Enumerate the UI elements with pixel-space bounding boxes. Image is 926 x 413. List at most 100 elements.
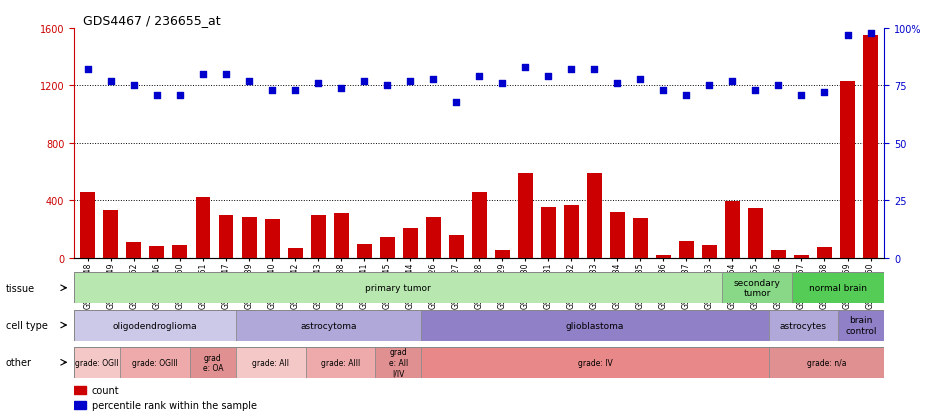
Text: brain
control: brain control [845,316,877,335]
Point [172,92,187,99]
Text: grade: OGII: grade: OGII [76,358,119,367]
Point [265,88,280,94]
Text: grad
e: AII
I/IV: grad e: AII I/IV [389,348,407,377]
Bar [794,255,809,258]
Point [817,90,832,96]
Bar [656,255,670,258]
Bar [74,347,120,378]
Text: oligodendroglioma: oligodendroglioma [113,321,197,330]
Point [380,83,394,90]
Text: astrocytes: astrocytes [780,321,827,330]
Text: grade: AII: grade: AII [253,358,289,367]
Point [610,81,625,87]
Bar [769,347,884,378]
Bar [494,250,509,258]
Bar [564,205,579,258]
Point [587,67,602,74]
Bar [471,192,487,258]
Bar [722,273,792,304]
Bar [190,347,236,378]
Point [333,85,348,92]
Bar [127,242,142,258]
Text: cell type: cell type [6,320,47,330]
Text: normal brain: normal brain [809,284,867,292]
Text: primary tumor: primary tumor [365,284,432,292]
Point [471,74,486,81]
Bar [74,310,236,341]
Bar [236,310,421,341]
Point [494,81,509,87]
Bar [771,250,786,258]
Bar [863,36,878,258]
Bar [172,245,187,258]
Bar [792,273,884,304]
Bar [380,237,394,258]
Bar [421,310,769,341]
Bar [74,401,86,409]
Point [863,30,878,37]
Point [795,92,809,99]
Point [195,71,210,78]
Point [656,88,670,94]
Text: grad
e: OA: grad e: OA [203,353,223,372]
Bar [421,347,769,378]
Point [840,33,855,39]
Bar [357,244,371,258]
Bar [632,219,648,258]
Point [357,78,371,85]
Bar [81,192,95,258]
Point [748,88,763,94]
Text: count: count [92,385,119,395]
Bar [838,310,884,341]
Bar [195,198,210,258]
Bar [74,273,722,304]
Bar [679,241,694,258]
Bar [236,347,306,378]
Bar [449,236,464,258]
Point [541,74,556,81]
Point [725,78,740,85]
Point [310,81,325,87]
Point [219,71,233,78]
Bar [817,247,832,258]
Point [771,83,786,90]
Bar [375,347,421,378]
Bar [74,386,86,394]
Text: glioblastoma: glioblastoma [566,321,624,330]
Point [149,92,164,99]
Text: GDS4467 / 236655_at: GDS4467 / 236655_at [83,14,221,27]
Text: percentile rank within the sample: percentile rank within the sample [92,400,257,410]
Point [564,67,579,74]
Text: grade: IV: grade: IV [578,358,612,367]
Text: grade: AIII: grade: AIII [320,358,360,367]
Point [633,76,648,83]
Text: grade: n/a: grade: n/a [807,358,846,367]
Bar [306,347,375,378]
Bar [769,310,838,341]
Point [127,83,142,90]
Bar [426,217,441,258]
Bar [587,173,602,258]
Text: grade: OGIII: grade: OGIII [132,358,178,367]
Point [679,92,694,99]
Bar [333,214,348,258]
Bar [518,173,532,258]
Text: tissue: tissue [6,283,34,293]
Point [518,64,532,71]
Bar [748,209,763,258]
Text: secondary
tumor: secondary tumor [733,278,781,298]
Text: astrocytoma: astrocytoma [300,321,357,330]
Text: other: other [6,357,31,368]
Bar [288,248,303,258]
Bar [265,219,280,258]
Bar [310,216,326,258]
Point [449,99,464,106]
Point [242,78,257,85]
Bar [149,247,165,258]
Bar [541,208,556,258]
Bar [242,217,257,258]
Bar [840,82,855,258]
Point [104,78,119,85]
Bar [702,245,717,258]
Bar [610,212,625,258]
